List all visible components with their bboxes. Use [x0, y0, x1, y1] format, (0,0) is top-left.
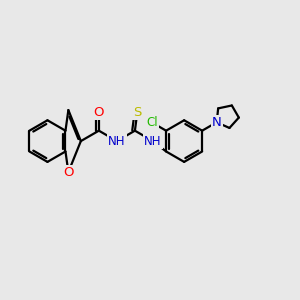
Text: NH: NH	[144, 135, 162, 148]
Text: N: N	[212, 116, 222, 129]
Text: O: O	[94, 106, 104, 119]
Text: NH: NH	[108, 135, 126, 148]
Text: O: O	[63, 166, 74, 178]
Text: S: S	[133, 106, 142, 119]
Text: Cl: Cl	[146, 116, 158, 129]
